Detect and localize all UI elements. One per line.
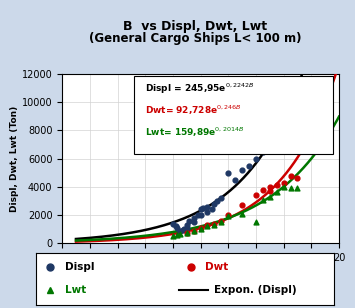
Point bbox=[274, 183, 280, 188]
Text: Lwt: Lwt bbox=[65, 285, 87, 295]
Point bbox=[184, 230, 190, 235]
Point bbox=[270, 145, 275, 150]
Point bbox=[198, 213, 203, 217]
Point bbox=[214, 198, 220, 203]
Point bbox=[177, 228, 183, 233]
Point bbox=[174, 232, 180, 237]
Point bbox=[219, 220, 224, 225]
Text: B  vs Displ, Dwt, Lwt: B vs Displ, Dwt, Lwt bbox=[123, 20, 267, 33]
Point bbox=[260, 149, 266, 154]
Point bbox=[201, 205, 206, 210]
Point bbox=[177, 232, 183, 237]
Point bbox=[205, 204, 211, 209]
Point bbox=[184, 225, 190, 230]
Point bbox=[246, 163, 252, 168]
Point bbox=[225, 170, 231, 175]
Y-axis label: Displ, Dwt, Lwt (Ton): Displ, Dwt, Lwt (Ton) bbox=[10, 106, 19, 212]
Point bbox=[281, 118, 286, 123]
Point bbox=[219, 196, 224, 201]
Text: Dwt= 92,728e$^{0,246B}$: Dwt= 92,728e$^{0,246B}$ bbox=[145, 103, 242, 117]
Point bbox=[219, 218, 224, 223]
Point bbox=[267, 142, 273, 147]
Point bbox=[267, 128, 273, 133]
Point bbox=[191, 229, 197, 234]
Point bbox=[212, 221, 217, 226]
Point bbox=[212, 222, 217, 227]
Text: Dwt: Dwt bbox=[206, 262, 229, 272]
Point bbox=[239, 203, 245, 208]
Point bbox=[174, 225, 180, 230]
Point bbox=[170, 222, 176, 227]
Point bbox=[225, 213, 231, 217]
Point bbox=[288, 186, 294, 191]
Text: Expon. (Displ): Expon. (Displ) bbox=[214, 285, 297, 295]
Text: (General Cargo Ships L< 100 m): (General Cargo Ships L< 100 m) bbox=[89, 32, 301, 45]
Point bbox=[274, 139, 280, 144]
Point bbox=[184, 231, 190, 236]
Point bbox=[225, 214, 231, 219]
Point bbox=[253, 220, 259, 225]
Point bbox=[295, 176, 300, 181]
Point bbox=[205, 224, 211, 229]
Point bbox=[212, 201, 217, 206]
Point bbox=[253, 193, 259, 198]
Point bbox=[239, 168, 245, 172]
Text: Lwt= 159,89e$^{0,2014B}$: Lwt= 159,89e$^{0,2014B}$ bbox=[145, 126, 244, 139]
Point bbox=[260, 197, 266, 202]
Point bbox=[239, 211, 245, 216]
Point bbox=[295, 186, 300, 191]
Point bbox=[288, 117, 294, 122]
Point bbox=[295, 118, 300, 123]
Point bbox=[195, 213, 201, 217]
Point bbox=[274, 190, 280, 195]
X-axis label: B (m): B (m) bbox=[184, 266, 218, 276]
Point bbox=[205, 210, 211, 215]
Point bbox=[170, 233, 176, 238]
Point bbox=[281, 180, 286, 185]
Point bbox=[267, 188, 273, 193]
FancyBboxPatch shape bbox=[134, 75, 333, 153]
Point bbox=[181, 227, 187, 232]
Point bbox=[173, 224, 179, 229]
Point bbox=[209, 207, 214, 212]
Point bbox=[191, 220, 197, 225]
Point bbox=[180, 227, 185, 232]
Point bbox=[260, 187, 266, 192]
Point bbox=[184, 222, 190, 227]
Point bbox=[267, 184, 273, 189]
Point bbox=[260, 135, 266, 140]
Point bbox=[233, 177, 238, 182]
Point bbox=[253, 156, 259, 161]
Point bbox=[198, 225, 203, 230]
Text: Displ: Displ bbox=[65, 262, 95, 272]
Point bbox=[288, 173, 294, 178]
Point bbox=[198, 227, 203, 232]
Point bbox=[187, 218, 192, 223]
Point bbox=[297, 120, 303, 124]
Text: Displ = 245,95e$^{0,2242B}$: Displ = 245,95e$^{0,2242B}$ bbox=[145, 82, 255, 96]
Point bbox=[281, 184, 286, 189]
Point bbox=[191, 229, 197, 234]
Point bbox=[198, 207, 203, 212]
Point bbox=[205, 222, 211, 227]
Point bbox=[191, 216, 197, 221]
Point bbox=[267, 194, 273, 199]
